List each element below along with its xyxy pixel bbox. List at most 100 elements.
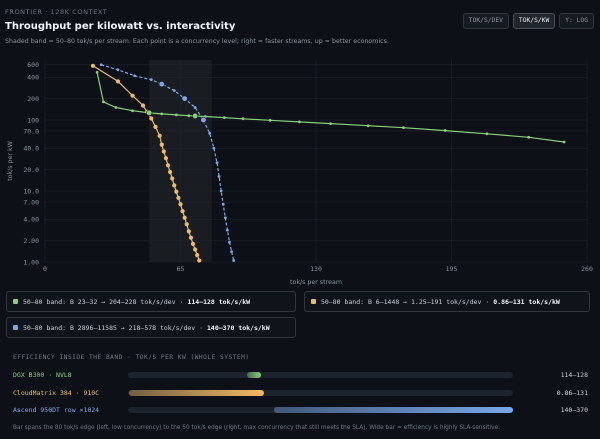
y-tick-label: 600 bbox=[27, 61, 39, 69]
data-point bbox=[165, 163, 171, 168]
data-point bbox=[115, 79, 121, 84]
data-point bbox=[219, 189, 223, 193]
data-point bbox=[402, 126, 405, 130]
series-line bbox=[101, 64, 235, 261]
band-edge-point bbox=[181, 95, 188, 102]
efficiency-footnote: Bar spans the 80 tok/s edge (left, low c… bbox=[13, 425, 500, 431]
toggle-tok-s-dev[interactable]: TOK/S/DEV bbox=[462, 13, 509, 30]
data-point bbox=[174, 113, 178, 117]
data-point bbox=[226, 228, 229, 232]
y-tick-label: 2.00 bbox=[23, 237, 39, 245]
data-point bbox=[180, 209, 185, 214]
data-point bbox=[153, 124, 158, 129]
y-tick-label: 200 bbox=[27, 95, 39, 103]
y-tick-label: 70.0 bbox=[23, 127, 39, 135]
data-point bbox=[114, 106, 118, 109]
efficiency-row-ascend: Ascend 950DT row ×1024 140–370 bbox=[13, 406, 588, 416]
data-point bbox=[197, 258, 202, 263]
data-point bbox=[443, 129, 447, 132]
data-point bbox=[133, 74, 137, 78]
efficiency-section-title: EFFICIENCY INSIDE THE BAND · TOK/S PER K… bbox=[13, 354, 250, 361]
efficiency-track bbox=[128, 372, 513, 378]
data-point bbox=[204, 115, 207, 118]
data-point bbox=[101, 100, 105, 104]
band-card-text: 50–80 band: B 6–1448 → 1.25–191 tok/s/de… bbox=[321, 297, 490, 306]
data-point bbox=[366, 124, 370, 128]
data-point bbox=[222, 116, 226, 120]
data-point bbox=[217, 175, 221, 178]
frontier-chart: 1.00 2.00 4.00 7.00 10.0 20.0 40.0 70.0 100 200 40… bbox=[7, 60, 593, 286]
data-point bbox=[186, 229, 191, 234]
toggle-tok-s-kw[interactable]: TOK/S/KW bbox=[512, 13, 556, 30]
data-point bbox=[176, 195, 181, 200]
data-point bbox=[163, 156, 169, 161]
data-point bbox=[192, 247, 198, 252]
efficiency-track bbox=[128, 390, 513, 396]
band-edge-point bbox=[200, 116, 207, 124]
data-point bbox=[174, 189, 179, 194]
data-point bbox=[562, 140, 566, 144]
y-tick-label: 7.00 bbox=[23, 198, 39, 206]
data-point bbox=[190, 241, 196, 246]
data-point bbox=[208, 131, 212, 135]
data-point bbox=[485, 132, 489, 136]
data-point bbox=[90, 63, 96, 68]
band-card-metric: 140–370 tok/s/kW bbox=[207, 323, 270, 332]
efficiency-row-value: 0.86–131 bbox=[556, 389, 588, 397]
efficiency-row-value: 114–128 bbox=[560, 371, 588, 379]
efficiency-row-label: DGX B300 · NVL8 bbox=[13, 371, 72, 379]
x-tick-label: 195 bbox=[446, 265, 458, 273]
data-point bbox=[167, 169, 173, 175]
efficiency-bar bbox=[246, 372, 262, 378]
band-card-dgx: 50–80 band: B 23–32 → 204–228 tok/s/dev … bbox=[6, 291, 296, 312]
data-point bbox=[215, 161, 219, 165]
data-point bbox=[149, 116, 154, 121]
data-point bbox=[188, 235, 194, 240]
x-axis-label: tok/s per stream bbox=[290, 279, 342, 286]
efficiency-track bbox=[128, 407, 513, 413]
band-card-metric: 114–128 tok/s/kW bbox=[187, 297, 251, 306]
data-point bbox=[241, 117, 245, 121]
band-card-cloudmatrix: 50–80 band: B 6–1448 → 1.25–191 tok/s/de… bbox=[304, 291, 590, 312]
y-tick-label: 40.0 bbox=[23, 145, 39, 153]
band-edge-point bbox=[191, 112, 199, 120]
efficiency-row-label: CloudMatrix 384 · 910C bbox=[13, 389, 100, 397]
x-tick-label: 0 bbox=[43, 265, 47, 273]
data-point bbox=[116, 68, 120, 72]
data-point bbox=[130, 93, 135, 98]
data-point bbox=[184, 222, 189, 227]
data-point bbox=[159, 142, 164, 147]
data-point bbox=[161, 149, 166, 154]
data-point bbox=[178, 202, 183, 207]
y-tick-label: 4.00 bbox=[23, 216, 39, 224]
data-point bbox=[157, 133, 162, 138]
data-point bbox=[527, 135, 531, 139]
data-point bbox=[182, 215, 187, 220]
efficiency-row-cloudmatrix: CloudMatrix 384 · 910C 0.86–131 bbox=[13, 389, 588, 399]
data-point bbox=[329, 122, 332, 125]
band-card-ascend: 50–80 band: B 2896–11585 → 218–578 tok/s… bbox=[6, 317, 296, 338]
data-point bbox=[212, 146, 216, 150]
data-point bbox=[232, 259, 236, 262]
data-point bbox=[187, 114, 191, 118]
data-point bbox=[230, 250, 233, 254]
data-point bbox=[99, 63, 103, 67]
band-card-text: 50–80 band: B 23–32 → 204–228 tok/s/dev … bbox=[23, 297, 184, 306]
data-point bbox=[140, 103, 146, 108]
series-line bbox=[96, 72, 565, 143]
data-point bbox=[297, 120, 301, 124]
efficiency-row-value: 140–370 bbox=[560, 406, 588, 414]
page-subtitle: Shaded band = 50–80 tok/s per stream. Ea… bbox=[5, 38, 389, 45]
efficiency-row-label: Ascend 950DT row ×1024 bbox=[13, 406, 100, 414]
data-point bbox=[268, 118, 272, 122]
header-kicker: FRONTIER · 128K CONTEXT bbox=[5, 8, 108, 16]
band-edge-point bbox=[158, 81, 165, 88]
efficiency-bar bbox=[273, 407, 513, 413]
toggle-y-log[interactable]: Y: LOG bbox=[559, 13, 594, 30]
data-point bbox=[195, 253, 200, 258]
efficiency-bar bbox=[128, 390, 265, 396]
data-point bbox=[160, 112, 164, 116]
y-tick-label: 100 bbox=[27, 116, 39, 124]
data-point bbox=[172, 89, 176, 92]
y-axis-label: tok/s per kW bbox=[7, 140, 14, 180]
